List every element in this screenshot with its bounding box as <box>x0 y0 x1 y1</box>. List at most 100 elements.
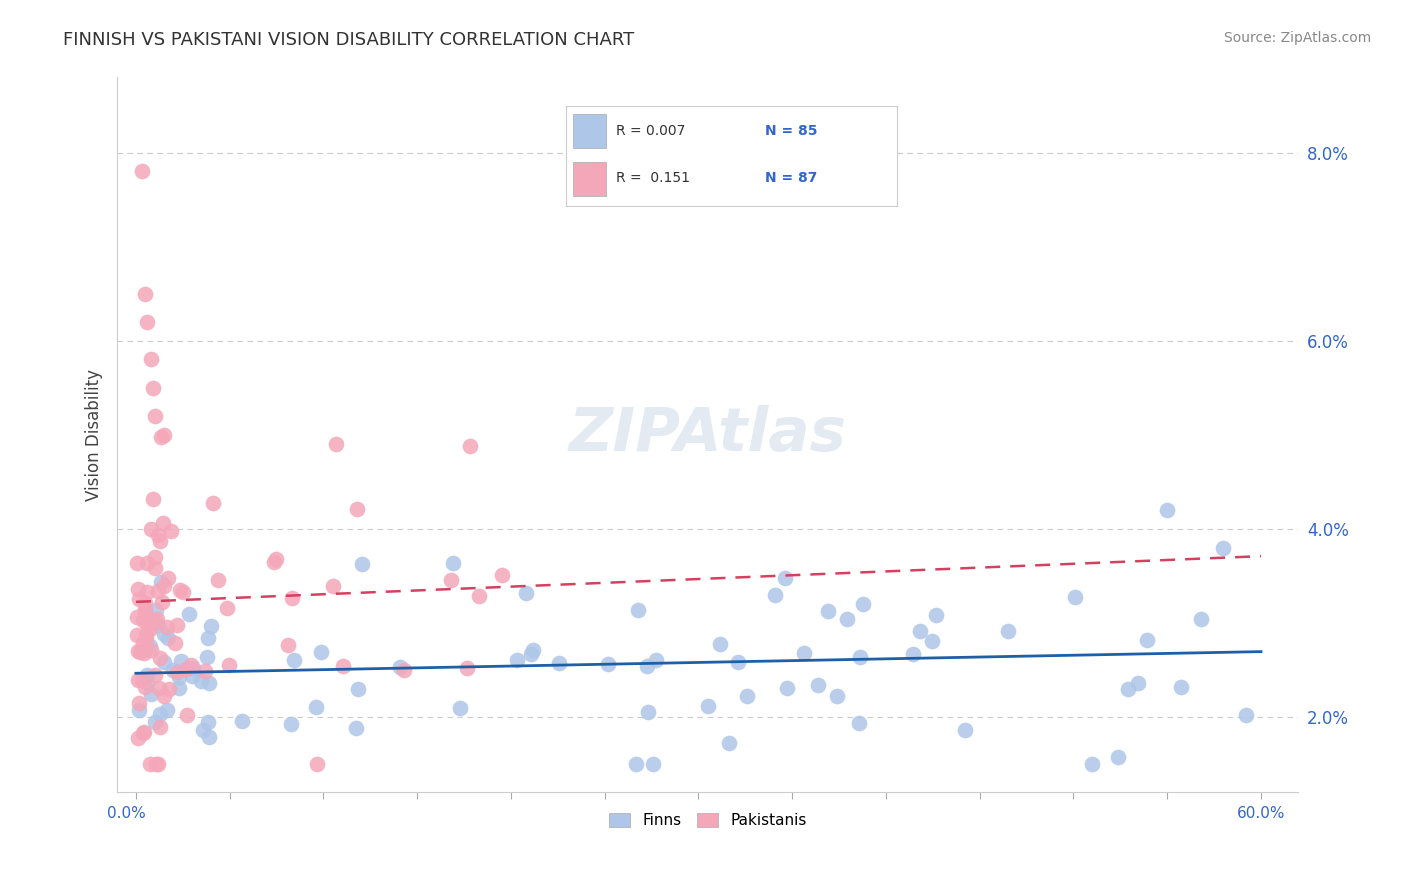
Point <box>506 653 529 667</box>
Point <box>1189 612 1212 626</box>
Point <box>169 583 191 598</box>
Point <box>181 668 204 682</box>
Point <box>148 527 170 541</box>
Point <box>460 440 482 454</box>
Point <box>157 571 180 585</box>
Point <box>132 726 155 740</box>
Point <box>135 585 157 599</box>
Point <box>547 657 569 671</box>
Point <box>644 652 666 666</box>
Y-axis label: Vision Disability: Vision Disability <box>86 368 103 500</box>
Point <box>146 617 169 632</box>
Point <box>150 430 173 444</box>
Point <box>180 658 202 673</box>
Point <box>773 571 796 585</box>
Point <box>139 522 162 536</box>
Text: FINNISH VS PAKISTANI VISION DISABILITY CORRELATION CHART: FINNISH VS PAKISTANI VISION DISABILITY C… <box>63 31 634 49</box>
Point <box>1107 750 1129 764</box>
Point <box>153 689 176 703</box>
Point <box>149 720 172 734</box>
Point <box>763 588 786 602</box>
Point <box>148 681 170 695</box>
Point <box>325 436 347 450</box>
Point <box>641 756 664 771</box>
Point <box>127 673 149 688</box>
Point <box>624 756 647 771</box>
Point <box>128 592 150 607</box>
Point <box>849 649 872 664</box>
Point <box>170 654 193 668</box>
Point <box>596 657 619 672</box>
Point <box>352 557 374 571</box>
Point <box>162 663 184 677</box>
Point <box>737 690 759 704</box>
Point <box>145 603 167 617</box>
Point <box>167 670 190 684</box>
Point <box>149 533 172 548</box>
Point <box>143 409 166 423</box>
Point <box>127 643 149 657</box>
Point <box>997 624 1019 639</box>
Point <box>176 708 198 723</box>
Point <box>149 651 172 665</box>
Point <box>1234 707 1257 722</box>
Point <box>127 582 149 596</box>
Point <box>283 653 305 667</box>
Text: 60.0%: 60.0% <box>1237 806 1285 821</box>
Point <box>322 579 344 593</box>
Point <box>172 584 194 599</box>
Point <box>143 715 166 730</box>
Point <box>174 662 197 676</box>
Point <box>134 286 156 301</box>
Point <box>1136 632 1159 647</box>
Point <box>636 659 658 673</box>
Point <box>522 643 544 657</box>
Point <box>148 756 170 771</box>
Point <box>263 555 285 569</box>
Text: Source: ZipAtlas.com: Source: ZipAtlas.com <box>1223 31 1371 45</box>
Point <box>139 622 162 636</box>
Text: 0.0%: 0.0% <box>107 806 146 821</box>
Point <box>145 756 167 771</box>
Point <box>627 603 650 617</box>
Point <box>1116 682 1139 697</box>
Point <box>717 736 740 750</box>
Point <box>456 661 478 675</box>
Point <box>134 596 156 610</box>
Point <box>440 574 463 588</box>
Point <box>1170 680 1192 694</box>
Point <box>727 655 749 669</box>
Point <box>215 601 238 615</box>
Point <box>128 696 150 710</box>
Point <box>142 492 165 507</box>
Point <box>150 575 173 590</box>
Point <box>177 607 200 621</box>
Point <box>141 643 163 657</box>
Point <box>167 681 190 695</box>
Point <box>143 550 166 565</box>
Point <box>136 556 159 570</box>
Text: ZIPAtlas: ZIPAtlas <box>569 405 846 464</box>
Point <box>131 164 153 178</box>
Point <box>817 604 839 618</box>
Point <box>131 673 153 687</box>
Point <box>848 715 870 730</box>
Point <box>128 703 150 717</box>
Point <box>200 618 222 632</box>
Point <box>218 658 240 673</box>
Point <box>143 560 166 574</box>
Point <box>198 730 221 744</box>
Point <box>392 663 415 677</box>
Point <box>1156 503 1178 517</box>
Point <box>1081 756 1104 771</box>
Point <box>132 725 155 739</box>
Point <box>197 714 219 729</box>
Point <box>125 610 148 624</box>
Point <box>347 681 370 696</box>
Point <box>135 631 157 645</box>
Point <box>146 612 169 626</box>
Point <box>135 627 157 641</box>
Point <box>1212 541 1234 555</box>
Point <box>280 591 302 606</box>
Point <box>491 568 513 582</box>
